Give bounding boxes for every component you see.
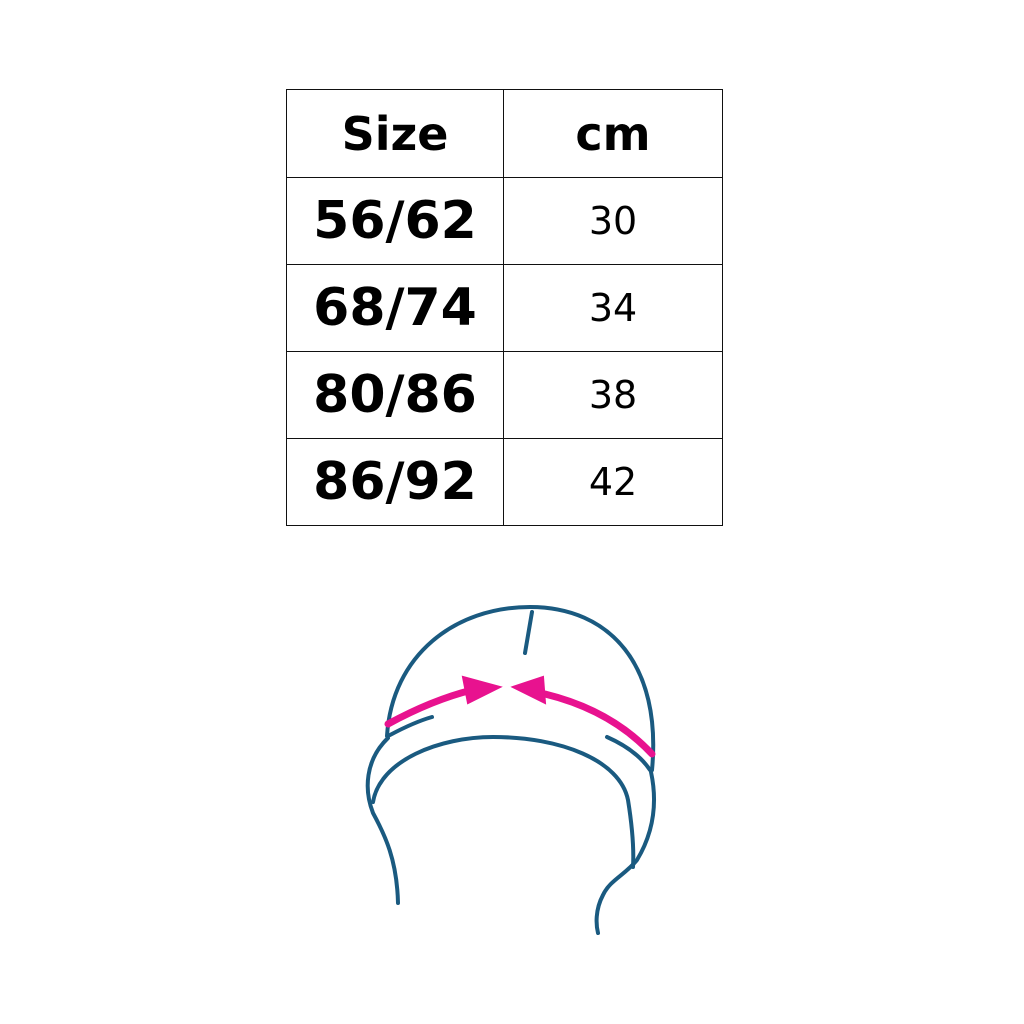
arrow-right-head — [510, 675, 547, 705]
hat-icon — [365, 604, 657, 935]
size-cell: 56/62 — [286, 177, 504, 265]
arrow-left-curve — [384, 686, 476, 728]
cm-cell: 34 — [503, 264, 723, 352]
size-cell: 86/92 — [286, 438, 504, 526]
measure-arrows-icon — [384, 675, 656, 758]
cm-cell: 42 — [503, 438, 723, 526]
hat-dome — [385, 604, 656, 772]
header-cm: cm — [503, 89, 723, 178]
hat-crown-seam — [523, 610, 534, 655]
hat-inner-brim — [371, 734, 636, 869]
table-header-row: Size cm — [286, 89, 723, 178]
size-cell: 68/74 — [286, 264, 504, 352]
size-table: Size cm 56/62 30 68/74 34 80/86 38 86/92… — [286, 89, 723, 526]
hat-brim-right — [594, 770, 657, 935]
arrow-right-curve — [541, 690, 656, 758]
table-row: 86/92 42 — [286, 438, 723, 526]
hat-brim-left — [365, 736, 400, 905]
table-row: 80/86 38 — [286, 351, 723, 439]
header-size: Size — [286, 89, 504, 178]
table-row: 68/74 34 — [286, 264, 723, 352]
hat-fold-right — [605, 735, 652, 772]
cm-cell: 38 — [503, 351, 723, 439]
hat-fold-left — [388, 715, 434, 737]
arrow-left-head — [461, 675, 503, 705]
